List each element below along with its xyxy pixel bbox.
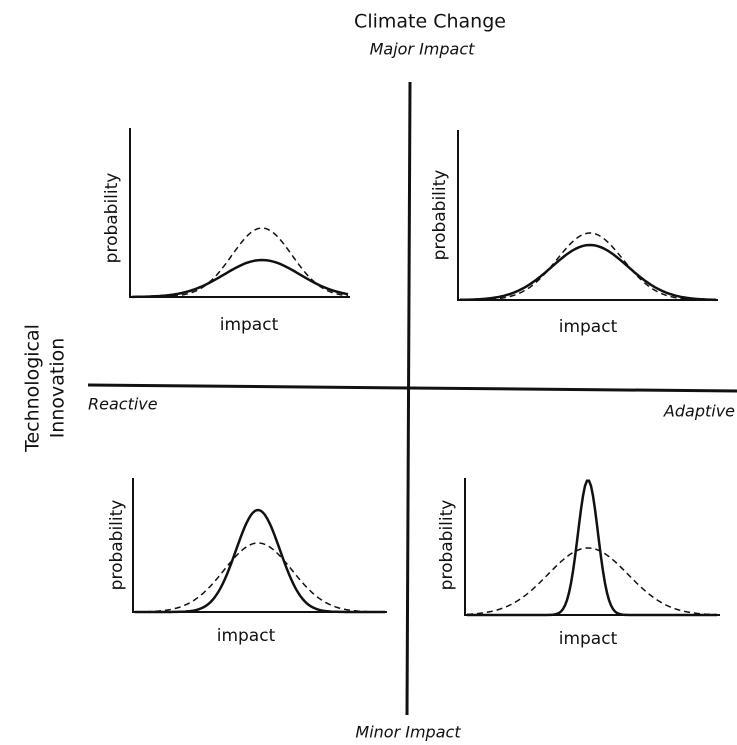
dashed-curve [466,547,717,616]
y-label: probability [430,170,450,261]
left-label: Reactive [88,395,158,414]
side-label: Innovation [47,338,69,439]
panel-axes [132,478,387,613]
solid-curve [467,479,717,617]
panel-axes [129,128,350,298]
top-label: Major Impact [370,40,476,59]
vertical-axis [405,81,412,716]
x-label: impact [217,626,276,646]
panels: probability impact probability impact probab… [102,128,720,649]
x-label: impact [220,315,279,335]
side-label: Technological [22,324,44,453]
dashed-curve [132,227,349,298]
title: Climate Change [354,11,506,33]
y-label: probability [107,500,127,591]
horizontal-axis [87,383,737,393]
x-label: impact [559,317,618,337]
solid-curve [460,243,717,302]
panel-axes [457,130,718,301]
x-label: impact [559,629,618,649]
dashed-curve [460,232,717,301]
bottom-label: Minor Impact [355,723,461,742]
y-label: probability [102,173,122,264]
y-label: probability [437,500,457,591]
right-label: Adaptive [663,402,735,421]
solid-curve [135,508,385,614]
dashed-curve [135,542,385,613]
solid-curve [132,258,349,299]
